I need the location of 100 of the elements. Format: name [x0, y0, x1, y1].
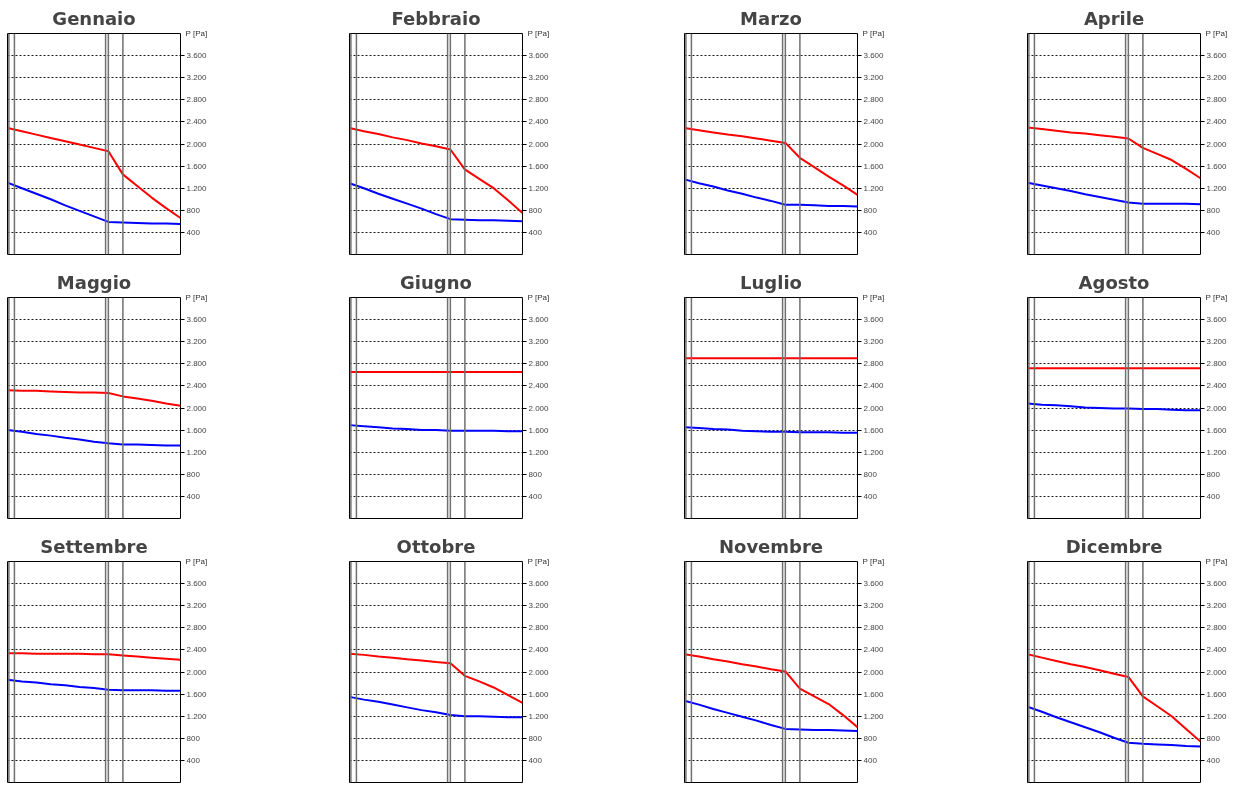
y-tick-label: 2.000	[1206, 667, 1228, 677]
y-tick-label: 2.000	[186, 667, 208, 677]
y-tick-label: 1.600	[1206, 425, 1228, 435]
y-axis-title: P [Pa]	[527, 29, 550, 38]
y-tick-label: 1.200	[528, 447, 550, 457]
y-tick-label: 3.200	[863, 601, 885, 611]
line-series	[1027, 653, 1201, 743]
chart-title: Luglio	[740, 271, 802, 293]
chart-title: Gennaio	[52, 7, 136, 29]
y-tick-label: 1.600	[528, 689, 550, 699]
y-tick-label: 1.200	[863, 711, 885, 721]
line-series	[349, 182, 523, 223]
y-tick-label: 2.400	[1206, 381, 1228, 391]
y-axis-title: P [Pa]	[185, 29, 208, 38]
chart-title: Agosto	[1078, 271, 1150, 293]
y-tick-label: 1.200	[186, 447, 208, 457]
y-tick-label: 2.400	[863, 645, 885, 655]
y-tick-label: 400	[863, 491, 878, 501]
y-tick-label: 3.200	[186, 601, 208, 611]
y-tick-label: 1.600	[863, 689, 885, 699]
y-tick-label: 3.600	[1206, 315, 1228, 325]
y-tick-label: 800	[186, 469, 201, 479]
chart-title: Novembre	[718, 535, 824, 557]
y-tick-label: 800	[863, 469, 878, 479]
line-series	[7, 181, 181, 226]
y-tick-label: 1.200	[863, 183, 885, 193]
chart-title: Dicembre	[1065, 535, 1163, 557]
y-axis-title: P [Pa]	[185, 557, 208, 566]
line-series	[684, 126, 858, 196]
y-tick-label: 400	[863, 755, 878, 765]
y-tick-label: 3.600	[1206, 51, 1228, 61]
chart-title: Aprile	[1083, 7, 1145, 29]
line-series	[1027, 181, 1201, 206]
y-tick-label: 800	[863, 205, 878, 215]
chart-title: Settembre	[40, 535, 148, 557]
chart-title: Giugno	[400, 271, 472, 293]
line-series	[7, 389, 181, 407]
y-tick-label: 400	[186, 491, 201, 501]
y-tick-label: 1.200	[528, 183, 550, 193]
line-series	[1027, 126, 1201, 180]
y-tick-label: 1.600	[863, 425, 885, 435]
y-tick-label: 2.400	[186, 117, 208, 127]
y-tick-label: 1.600	[528, 425, 550, 435]
y-tick-label: 2.000	[186, 403, 208, 413]
y-tick-label: 1.200	[528, 711, 550, 721]
y-tick-label: 3.200	[528, 337, 550, 347]
y-tick-label: 400	[863, 227, 878, 237]
y-tick-label: 2.000	[528, 403, 550, 413]
y-tick-label: 2.800	[863, 95, 885, 105]
y-tick-label: 2.800	[863, 359, 885, 369]
y-tick-label: 3.600	[863, 315, 885, 325]
line-series	[349, 652, 523, 704]
y-tick-label: 3.600	[186, 579, 208, 589]
y-tick-label: 800	[528, 469, 543, 479]
y-tick-label: 400	[186, 755, 201, 765]
y-tick-label: 2.800	[186, 95, 208, 105]
chart-title: Marzo	[740, 7, 802, 29]
y-tick-label: 1.600	[186, 425, 208, 435]
y-tick-label: 800	[528, 733, 543, 743]
y-tick-label: 2.000	[528, 139, 550, 149]
y-tick-label: 3.200	[186, 337, 208, 347]
line-series	[684, 699, 858, 733]
y-tick-label: 3.600	[528, 51, 550, 61]
y-tick-label: 2.800	[1206, 623, 1228, 633]
y-tick-label: 800	[1206, 205, 1221, 215]
line-series	[7, 429, 181, 447]
y-axis-title: P [Pa]	[1205, 557, 1228, 566]
y-axis-title: P [Pa]	[862, 293, 885, 302]
y-tick-label: 1.600	[1206, 689, 1228, 699]
y-tick-label: 2.400	[863, 117, 885, 127]
y-tick-label: 400	[528, 755, 543, 765]
y-tick-label: 1.600	[186, 689, 208, 699]
y-tick-label: 2.000	[1206, 139, 1228, 149]
y-axis-title: P [Pa]	[527, 293, 550, 302]
y-axis-title: P [Pa]	[1205, 29, 1228, 38]
y-tick-label: 2.800	[528, 623, 550, 633]
chart-title: Febbraio	[391, 7, 481, 29]
y-tick-label: 2.400	[1206, 117, 1228, 127]
y-tick-label: 1.200	[186, 183, 208, 193]
chart-title: Ottobre	[396, 535, 476, 557]
y-tick-label: 2.400	[863, 381, 885, 391]
y-tick-label: 3.200	[528, 73, 550, 83]
y-tick-label: 2.800	[1206, 359, 1228, 369]
y-tick-label: 2.800	[863, 623, 885, 633]
y-tick-label: 1.600	[528, 161, 550, 171]
y-tick-label: 2.400	[528, 645, 550, 655]
y-tick-label: 1.200	[1206, 447, 1228, 457]
y-axis-title: P [Pa]	[527, 557, 550, 566]
y-tick-label: 3.600	[528, 315, 550, 325]
y-tick-label: 2.000	[863, 667, 885, 677]
y-tick-label: 2.400	[1206, 645, 1228, 655]
line-series	[349, 424, 523, 433]
line-series	[684, 653, 858, 729]
y-tick-label: 3.600	[528, 579, 550, 589]
y-tick-label: 800	[186, 733, 201, 743]
y-tick-label: 2.800	[186, 623, 208, 633]
line-series	[7, 652, 181, 661]
y-axis-title: P [Pa]	[1205, 293, 1228, 302]
y-tick-label: 400	[1206, 755, 1221, 765]
y-tick-label: 3.200	[186, 73, 208, 83]
